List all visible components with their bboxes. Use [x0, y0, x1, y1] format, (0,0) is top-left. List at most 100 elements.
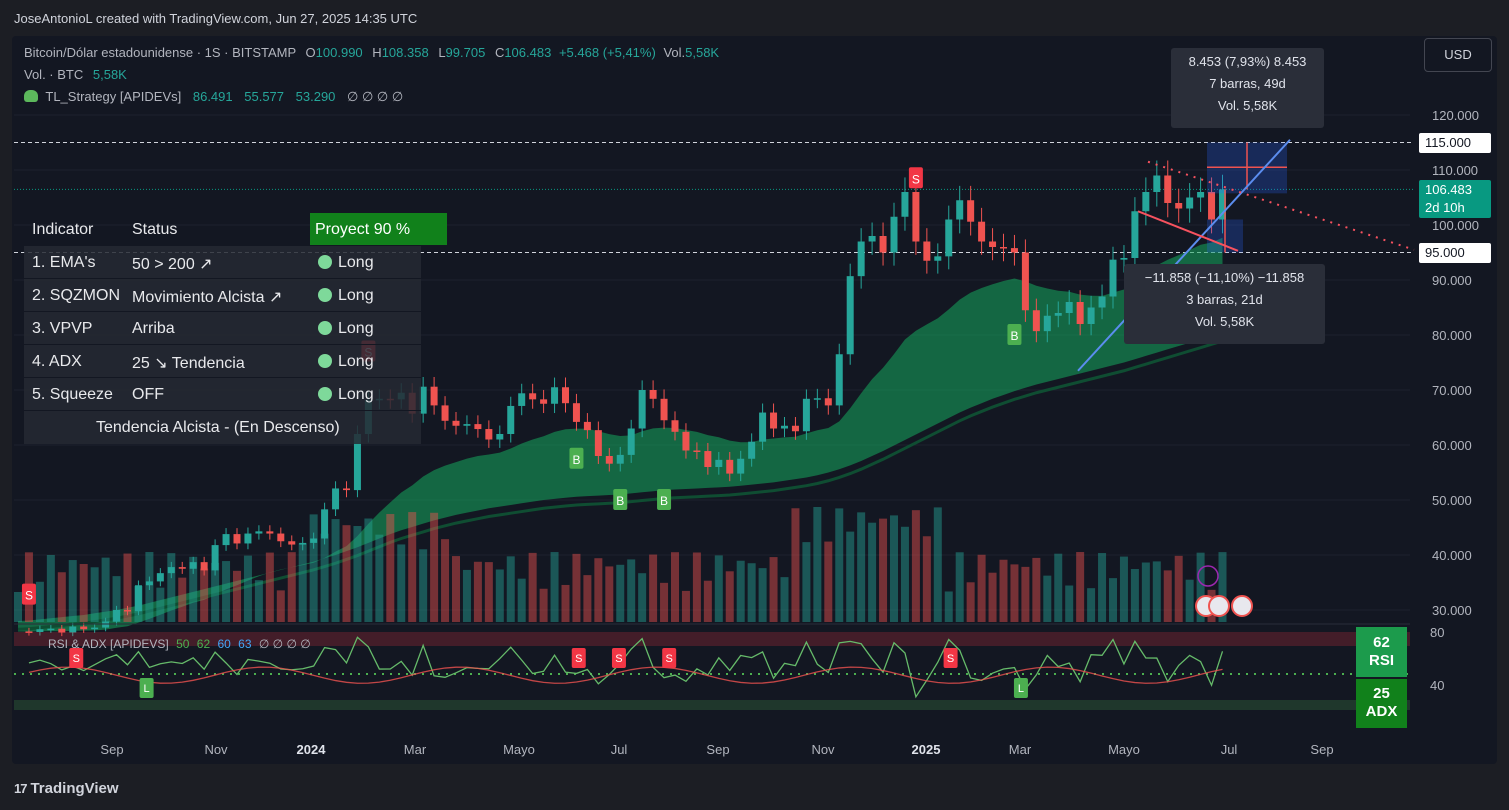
volume-bar	[222, 561, 231, 622]
price-axis-label: 90.000	[1432, 273, 1472, 288]
volume-bar	[572, 553, 581, 622]
volume-bar	[1196, 552, 1205, 622]
lightning-icon	[1197, 565, 1219, 587]
candle	[726, 459, 734, 474]
candle	[1109, 259, 1117, 297]
candle	[1021, 252, 1029, 311]
level-high-tag: 115.000	[1419, 133, 1491, 153]
volume-bar	[747, 563, 756, 622]
candle	[266, 531, 274, 534]
adx-box: 25 ADX	[1356, 679, 1407, 728]
volume-bar	[1119, 556, 1128, 622]
candle	[167, 567, 175, 574]
time-axis-label: Mayo	[1108, 742, 1140, 757]
candle	[1131, 211, 1139, 258]
volume-bar	[364, 518, 373, 622]
volume-bar	[79, 564, 88, 622]
candle	[1098, 296, 1106, 308]
currency-button[interactable]: USD	[1424, 38, 1492, 72]
volume-bar	[473, 561, 482, 622]
oversold-band	[14, 700, 1410, 710]
indicator-table: Indicator Status Proyect 90 % 1. EMA's 5…	[24, 213, 447, 444]
candle	[781, 425, 788, 429]
time-axis-label: Nov	[204, 742, 228, 757]
volume-bar	[386, 514, 395, 622]
volume-bar	[167, 553, 176, 622]
indicator-table-header: Indicator Status Proyect 90 %	[24, 213, 447, 246]
candle	[244, 533, 252, 544]
volume-bar	[331, 519, 340, 622]
trend-line-red	[1137, 210, 1239, 252]
strategy-legend[interactable]: TL_Strategy [APIDEVs] 86.491 55.577 53.2…	[24, 89, 403, 105]
volume-bar	[1109, 578, 1117, 622]
osc-sell-marker	[69, 648, 84, 668]
price-axis-label: 100.000	[1432, 218, 1479, 233]
volume-bar	[101, 557, 110, 622]
volume-bar	[649, 554, 658, 622]
osc-long-marker	[1013, 678, 1028, 698]
candle	[1043, 315, 1051, 332]
oscillator-pane: S L S S S S L	[14, 623, 1410, 710]
tradingview-logo[interactable]: 17 TradingView	[14, 780, 119, 797]
volume-bar	[813, 507, 822, 622]
price-axis-label: 110.000	[1432, 163, 1478, 178]
volume-bar	[1141, 562, 1150, 622]
marker-label: B	[616, 494, 624, 508]
volume-bar	[112, 576, 121, 622]
candle	[102, 621, 110, 628]
volume-bar	[1185, 579, 1194, 622]
candle	[463, 424, 471, 426]
candle	[770, 412, 778, 429]
sell-marker	[21, 583, 36, 605]
volume-bar	[900, 526, 909, 622]
candle	[1219, 189, 1226, 220]
candle	[1054, 313, 1062, 316]
volume-bar	[309, 514, 318, 622]
candle	[485, 429, 493, 440]
candle	[496, 434, 504, 440]
volume-bar	[791, 508, 800, 622]
volume-bar	[583, 575, 592, 622]
candle	[824, 398, 832, 406]
candle	[616, 454, 624, 464]
candle	[233, 534, 241, 544]
candle	[583, 421, 591, 431]
candle	[36, 629, 44, 632]
candle	[25, 631, 33, 633]
volume-bar	[1174, 555, 1183, 622]
volume-bar	[550, 552, 559, 622]
volume-bar	[1152, 561, 1161, 622]
osc-sell-marker	[662, 648, 677, 668]
candle	[419, 386, 427, 414]
volume-bar	[539, 588, 548, 622]
volume-bar	[430, 512, 439, 622]
volume-bar	[1130, 569, 1139, 622]
volume-bar	[594, 558, 603, 622]
sell-marker	[908, 167, 923, 189]
candle	[638, 390, 646, 429]
volume-bar	[988, 572, 997, 622]
marker-label: B	[572, 453, 580, 467]
candle	[967, 200, 975, 222]
volume-bar	[452, 556, 460, 622]
open-value: 100.990	[315, 45, 363, 60]
oscillator-title: RSI & ADX [APIDEVS]	[48, 637, 169, 651]
candle	[69, 626, 77, 633]
volume-bar	[200, 568, 209, 622]
table-row: 3. VPVP Arriba Long	[24, 312, 421, 345]
osc-tick-80: 80	[1430, 625, 1445, 640]
candle	[1076, 302, 1084, 324]
volume-bar	[1098, 553, 1107, 622]
marker-label: S	[912, 172, 920, 186]
volume-bar	[35, 581, 44, 622]
candle	[540, 399, 548, 404]
price-axis-label: 40.000	[1432, 548, 1472, 563]
ema-cloud	[18, 237, 1223, 632]
volume-bar	[68, 560, 77, 622]
time-axis-label: 2024	[297, 742, 327, 757]
candle	[1186, 197, 1194, 209]
volume-bar	[276, 590, 285, 622]
candle	[1010, 248, 1018, 253]
candle	[890, 216, 898, 253]
volume-bar	[846, 531, 855, 622]
